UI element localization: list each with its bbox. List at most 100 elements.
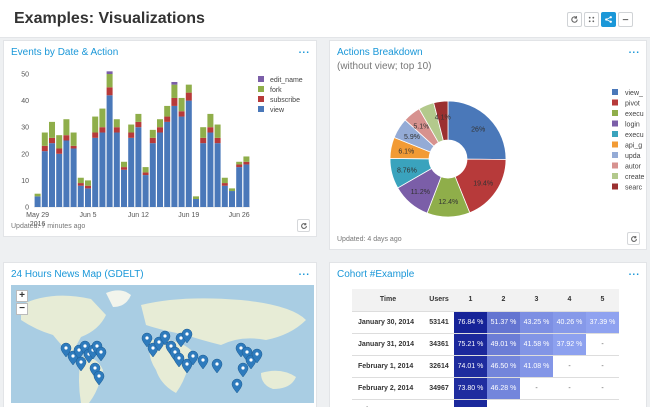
bar-fork[interactable] (135, 113, 142, 122)
bar-subscribe[interactable] (178, 111, 185, 117)
bar-fork[interactable] (171, 84, 178, 98)
pie-slice[interactable] (433, 100, 449, 142)
card-menu-button[interactable]: ... (628, 267, 640, 278)
bar-view[interactable] (178, 116, 185, 207)
pie-slice[interactable] (447, 100, 507, 160)
bar-subscribe[interactable] (164, 116, 171, 122)
bar-fork[interactable] (157, 119, 163, 128)
bar-fork[interactable] (185, 84, 192, 93)
bar-view[interactable] (63, 140, 70, 208)
bar-subscribe[interactable] (41, 145, 48, 152)
share-button[interactable] (601, 12, 616, 27)
legend-label[interactable]: create (625, 174, 645, 181)
bar-subscribe[interactable] (157, 127, 163, 133)
bar-view[interactable] (92, 137, 99, 207)
bar-fork[interactable] (200, 127, 207, 138)
bar-view[interactable] (149, 143, 156, 207)
legend-label[interactable]: execu (625, 111, 644, 118)
map-marker-icon[interactable] (141, 332, 153, 348)
bar-view[interactable] (200, 143, 207, 207)
bar-view[interactable] (185, 100, 192, 207)
legend-label[interactable]: searc (625, 185, 643, 192)
map-marker-icon[interactable] (251, 348, 263, 364)
bar-view[interactable] (77, 185, 84, 207)
bar-fork[interactable] (92, 116, 99, 133)
bar-subscribe[interactable] (99, 127, 106, 133)
map-marker-icon[interactable] (181, 358, 193, 374)
zoom-out-button[interactable]: − (16, 303, 28, 315)
bar-subscribe[interactable] (142, 172, 149, 176)
bar-view[interactable] (49, 143, 55, 207)
legend-label[interactable]: pivot (625, 101, 640, 108)
bar-subscribe[interactable] (113, 127, 120, 133)
bar-view[interactable] (164, 121, 171, 207)
bar-edit_name[interactable] (171, 81, 178, 85)
bar-view[interactable] (193, 199, 199, 207)
bar-edit_name[interactable] (106, 71, 113, 74)
bar-view[interactable] (128, 137, 135, 207)
bar-subscribe[interactable] (200, 137, 207, 144)
bar-fork[interactable] (243, 156, 250, 162)
bar-subscribe[interactable] (85, 185, 91, 189)
bar-view[interactable] (106, 95, 113, 207)
card-menu-button[interactable]: ... (298, 45, 310, 56)
card-refresh-button[interactable] (627, 232, 640, 245)
bar-fork[interactable] (164, 105, 171, 117)
bar-fork[interactable] (77, 177, 84, 184)
bar-subscribe[interactable] (207, 127, 214, 133)
bar-subscribe[interactable] (221, 183, 228, 186)
bar-subscribe[interactable] (214, 137, 221, 144)
bar-view[interactable] (171, 105, 178, 207)
bar-view[interactable] (243, 164, 250, 207)
legend-label[interactable]: upda (625, 153, 641, 160)
bar-subscribe[interactable] (106, 87, 113, 96)
bar-subscribe[interactable] (70, 145, 77, 149)
bar-subscribe[interactable] (92, 132, 99, 138)
map-marker-icon[interactable] (231, 378, 243, 394)
bar-fork[interactable] (49, 121, 55, 138)
map-marker-icon[interactable] (187, 350, 199, 366)
bar-subscribe[interactable] (243, 161, 250, 165)
bar-view[interactable] (85, 188, 91, 207)
bar-subscribe[interactable] (121, 167, 127, 170)
fullscreen-button[interactable] (584, 12, 599, 27)
bar-view[interactable] (142, 175, 149, 207)
map-marker-icon[interactable] (95, 346, 107, 362)
legend-label[interactable]: execu (625, 132, 644, 139)
map-marker-icon[interactable] (159, 330, 171, 346)
bar-subscribe[interactable] (149, 137, 156, 144)
bar-view[interactable] (229, 191, 235, 207)
bar-view[interactable] (221, 185, 228, 207)
zoom-in-button[interactable]: + (16, 290, 28, 302)
bar-fork[interactable] (236, 161, 243, 165)
card-refresh-button[interactable] (297, 219, 310, 232)
bar-view[interactable] (70, 148, 77, 207)
map-marker-icon[interactable] (75, 356, 87, 372)
bar-subscribe[interactable] (135, 121, 142, 128)
bar-fork[interactable] (34, 193, 41, 197)
map-marker-icon[interactable] (153, 336, 165, 352)
bar-fork[interactable] (207, 113, 214, 128)
bar-subscribe[interactable] (77, 183, 84, 186)
map-marker-icon[interactable] (245, 354, 257, 370)
bar-fork[interactable] (99, 108, 106, 128)
legend-label[interactable]: subscribe (270, 97, 300, 104)
news-map[interactable]: + − (11, 285, 314, 403)
bar-view[interactable] (214, 143, 221, 207)
bar-fork[interactable] (193, 196, 199, 200)
map-marker-icon[interactable] (181, 328, 193, 344)
bar-fork[interactable] (121, 161, 127, 168)
bar-view[interactable] (121, 169, 127, 207)
bar-fork[interactable] (41, 132, 48, 146)
bar-subscribe[interactable] (56, 148, 63, 154)
refresh-dashboard-button[interactable] (567, 12, 582, 27)
legend-label[interactable]: edit_name (270, 77, 303, 84)
card-menu-button[interactable]: ... (628, 45, 640, 56)
bar-view[interactable] (41, 151, 48, 207)
bar-fork[interactable] (221, 177, 228, 184)
card-menu-button[interactable]: ... (298, 267, 310, 278)
bar-view[interactable] (135, 127, 142, 207)
bar-fork[interactable] (63, 119, 70, 136)
bar-view[interactable] (34, 196, 41, 207)
bar-fork[interactable] (178, 97, 185, 112)
